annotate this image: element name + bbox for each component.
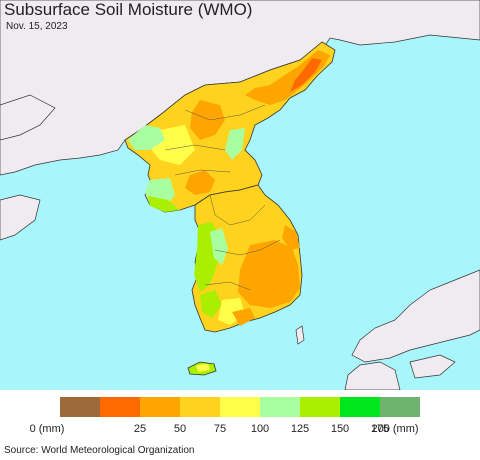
legend-swatch-8 xyxy=(380,397,420,417)
sk-orange-southcoast xyxy=(232,308,255,326)
nk-orange-center xyxy=(185,170,215,195)
legend-label-3: 75 xyxy=(213,423,227,435)
japan-shikoku xyxy=(409,354,456,379)
province-boundaries xyxy=(164,104,281,291)
sk-green-southwest xyxy=(200,290,222,318)
jeju-yellow xyxy=(196,364,210,372)
nk-yellowgreen-southwest xyxy=(148,196,180,212)
legend-swatch-1 xyxy=(100,397,140,417)
japan-honshu xyxy=(351,269,480,363)
legend-swatch-2 xyxy=(140,397,180,417)
map-title: Subsurface Soil Moisture (WMO) xyxy=(4,0,253,19)
nk-green-northwest xyxy=(128,125,165,150)
nk-orange-west xyxy=(190,100,225,140)
legend-swatch-7 xyxy=(340,397,380,417)
soil-moisture-map xyxy=(0,0,480,390)
legend-swatch-6 xyxy=(300,397,340,417)
legend-label-6: 150 xyxy=(330,423,350,435)
shandong-land xyxy=(0,194,41,241)
legend-label-0: 0 (mm) xyxy=(29,423,65,435)
liaodong-land xyxy=(0,94,56,141)
legend-swatch-0 xyxy=(60,397,100,417)
legend-swatch-3 xyxy=(180,397,220,417)
legend-label-1: 25 xyxy=(133,423,147,435)
sk-orange-east xyxy=(282,225,300,250)
legend-label-5: 125 xyxy=(290,423,310,435)
sk-orange-southeast xyxy=(238,240,300,308)
map-date: Nov. 15, 2023 xyxy=(6,21,68,32)
nk-green-strip xyxy=(225,128,245,160)
source-credit: Source: World Meteorological Organizatio… xyxy=(4,445,195,456)
sk-lightgreen-west xyxy=(210,228,228,265)
legend-swatch-5 xyxy=(260,397,300,417)
legend-label-7: 175 xyxy=(370,423,390,435)
legend-label-2: 50 xyxy=(173,423,187,435)
legend-color-bar xyxy=(60,397,420,417)
japan-kyushu xyxy=(344,361,401,390)
legend-swatch-4 xyxy=(220,397,260,417)
tsushima xyxy=(295,325,305,345)
nk-red-northeast xyxy=(290,58,322,92)
legend-label-8: 200 (mm) xyxy=(371,423,419,435)
legend-label-4: 100 xyxy=(250,423,270,435)
